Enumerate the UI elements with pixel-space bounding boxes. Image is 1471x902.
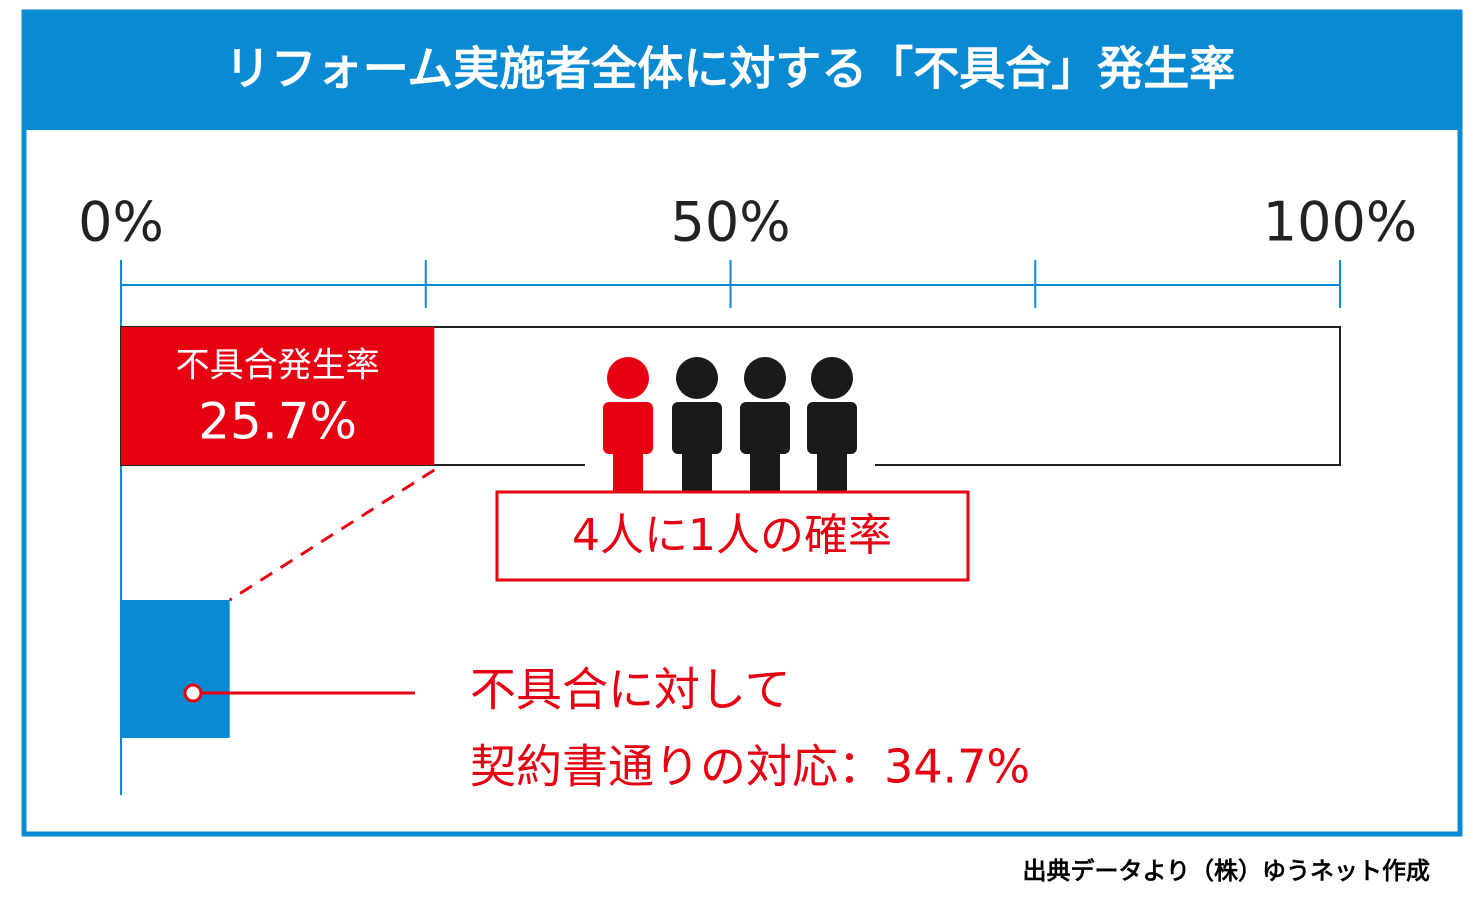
person-head [676,357,718,399]
x-tick-label: 50% [670,191,790,254]
chart-title: リフォーム実施者全体に対する「不具合」発生率 [225,42,1236,96]
breakdown-bar [121,600,230,738]
people-gap [585,462,875,470]
person-head [607,357,649,399]
annotation: 4人に1人の確率 [572,510,892,561]
person-legs [750,440,780,492]
breakdown-value-label: 契約書通りの対応：34.7% [470,740,1030,794]
x-tick-label: 0% [78,191,164,254]
x-tick-label: 100% [1263,191,1417,254]
bar-category: 不具合発生率 [176,346,380,386]
bar-value-label: 25.7% [198,393,357,451]
header [22,10,1462,130]
person-legs [682,440,712,492]
annotation-box [495,490,970,582]
source: 出典データより（株）ゆうネット作成 [1022,857,1430,885]
person-head [744,357,786,399]
person-head [811,357,853,399]
person-legs [613,440,643,492]
person-legs [817,440,847,492]
connector [228,468,436,602]
breakdown-label: 不具合に対して [470,663,791,717]
bar [121,327,435,465]
leader-dot [183,683,203,703]
